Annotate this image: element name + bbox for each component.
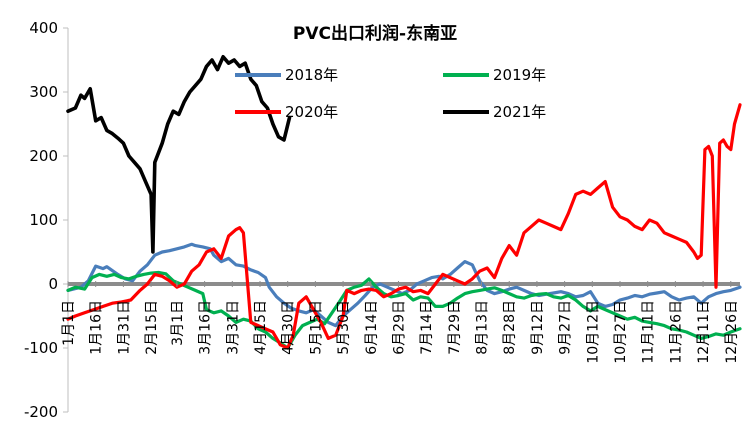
x-tick-label: 7月29日 — [447, 300, 463, 355]
legend-label-3: 2020年 — [285, 103, 338, 121]
legend: 2018年 2019年 2020年 2021年 — [235, 66, 546, 121]
x-tick-label: 5月15日 — [308, 300, 324, 355]
x-tick-label: 1月31日 — [116, 300, 132, 355]
x-tick-label: 1月1日 — [61, 300, 77, 346]
x-tick-label: 1月16日 — [89, 300, 105, 355]
series-line-4 — [66, 54, 292, 254]
legend-label-4: 2021年 — [493, 103, 546, 121]
series-layer — [66, 54, 742, 350]
y-tick-label: 100 — [29, 211, 58, 229]
x-tick-label: 10月27日 — [613, 300, 629, 364]
y-tick-label: -100 — [24, 339, 58, 357]
x-tick-label: 8月13日 — [475, 300, 491, 355]
x-tick-label: 4月30日 — [281, 300, 297, 355]
x-tick-label: 3月31日 — [225, 300, 241, 355]
x-tick-label: 10月12日 — [585, 300, 601, 364]
x-tick-label: 9月12日 — [530, 300, 546, 355]
y-tick-label: 300 — [29, 83, 58, 101]
x-tick-label: 2月15日 — [144, 300, 160, 355]
y-tick-label: 400 — [29, 19, 58, 37]
x-tick-label: 5月30日 — [336, 300, 352, 355]
x-tick-label: 12月11日 — [696, 300, 712, 364]
x-tick-label: 8月28日 — [502, 300, 518, 355]
y-tick-label: 0 — [48, 275, 58, 293]
x-tick-label: 3月1日 — [170, 300, 186, 346]
x-tick-label: 3月16日 — [198, 300, 214, 355]
x-tick-label: 6月29日 — [391, 300, 407, 355]
legend-label-1: 2018年 — [285, 66, 338, 84]
y-tick-label: 200 — [29, 147, 58, 165]
series-line-3 — [66, 103, 742, 350]
y-axis: 400 300 200 100 0 -100 -200 — [24, 19, 69, 421]
x-tick-label: 6月14日 — [364, 300, 380, 355]
y-tick-label: -200 — [24, 403, 58, 421]
legend-label-2: 2019年 — [493, 66, 546, 84]
x-tick-label: 11月26日 — [668, 300, 684, 364]
x-tick-label: 12月26日 — [724, 300, 740, 364]
x-tick-label: 4月15日 — [253, 300, 269, 355]
x-tick-label: 11月11日 — [641, 300, 657, 364]
x-axis: 1月1日 1月16日 1月31日 2月15日 3月1日 3月16日 3月31日 4月15日 4月… — [61, 281, 740, 364]
x-tick-label: 9月27日 — [558, 300, 574, 355]
x-tick-label: 7月14日 — [419, 300, 435, 355]
chart-title: PVC出口利润-东南亚 — [293, 23, 457, 44]
